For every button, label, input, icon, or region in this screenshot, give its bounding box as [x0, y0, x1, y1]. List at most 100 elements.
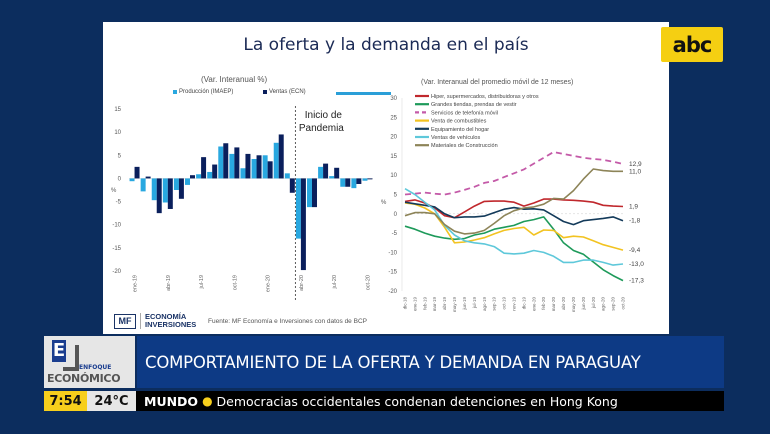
x-tick-label: jun-20 — [581, 297, 586, 311]
x-tick-label: abr-20 — [299, 275, 305, 291]
x-tick-label: may-20 — [571, 297, 576, 313]
x-tick-label: abr-20 — [561, 297, 566, 311]
x-tick-label: abr-19 — [442, 297, 447, 311]
bar-ventas — [156, 178, 162, 214]
series-end-label: 11,0 — [629, 168, 642, 175]
x-tick-label: oct-20 — [365, 275, 371, 290]
headline-text: COMPORTAMIENTO DE LA OFERTA Y DEMANDA EN… — [145, 352, 641, 372]
bar-produccion — [185, 178, 190, 185]
x-tick-label: mar-20 — [551, 297, 556, 312]
show-logo-enfoque-economico: E ENFOQUE ECONÓMICO — [44, 336, 135, 388]
bar-ventas — [234, 147, 240, 179]
series-end-label: 12,9 — [629, 161, 642, 168]
bar-ventas — [256, 155, 262, 179]
line-series-3 — [404, 202, 624, 251]
y-tick-label: 5 — [118, 153, 122, 159]
y-axis-label: % — [111, 188, 117, 194]
line-series-0 — [404, 198, 624, 219]
bar-produccion — [129, 178, 135, 182]
x-tick-label: sep-20 — [611, 297, 616, 311]
x-tick-label: ago-19 — [482, 297, 487, 312]
bar-ventas — [345, 178, 351, 187]
x-tick-label: feb-19 — [422, 297, 427, 310]
y-tick-label: 10 — [114, 130, 121, 136]
y-tick-label: -10 — [112, 223, 121, 229]
bar-ventas — [190, 175, 195, 179]
bar-legend-ventas: Ventas (ECN) — [263, 89, 306, 95]
y-tick-label: -15 — [388, 270, 397, 276]
bar-ventas — [178, 178, 184, 199]
pandemic-annotation-line1: Inicio de — [305, 110, 343, 121]
mf-logo-box: MF — [114, 313, 136, 329]
lower-third: E ENFOQUE ECONÓMICO COMPORTAMIENTO DE LA… — [44, 336, 724, 388]
bar-chart-title: (Var. Interanual %) — [201, 75, 268, 84]
line-series-1 — [404, 216, 624, 282]
mf-logo-line1: ECONOMÍA — [145, 312, 187, 321]
headline-bar: COMPORTAMIENTO DE LA OFERTA Y DEMANDA EN… — [137, 336, 724, 388]
bar-produccion — [251, 158, 257, 179]
bar-ventas — [312, 178, 317, 208]
slide-title: La oferta y la demanda en el país — [243, 35, 529, 55]
y-tick-label: -5 — [116, 200, 122, 206]
ticker-text: Democracias occidentales condenan detenc… — [216, 393, 618, 409]
y-tick-label: 0 — [118, 176, 122, 182]
abc-channel-logo: abc — [661, 27, 723, 62]
bar-produccion — [307, 178, 312, 208]
y-tick-label: -5 — [392, 231, 398, 237]
bar-produccion — [340, 178, 346, 187]
y-tick-label: 25 — [390, 115, 397, 121]
legend-label: Ventas (ECN) — [269, 89, 306, 95]
x-tick-label: ene-19 — [133, 275, 139, 292]
bar-produccion — [295, 178, 301, 239]
y-tick-label: 15 — [114, 107, 121, 113]
bar-ventas — [212, 164, 218, 179]
y-tick-label: 0 — [394, 212, 398, 218]
x-tick-label: jul-20 — [332, 275, 338, 289]
line-series-4 — [404, 201, 624, 226]
line-series-5 — [404, 188, 624, 266]
y-tick-label: -10 — [388, 250, 397, 256]
bar-produccion — [362, 178, 368, 181]
x-tick-label: jun-19 — [462, 297, 467, 311]
x-tick-label: ago-20 — [601, 297, 606, 312]
x-tick-label: oct-19 — [502, 297, 507, 310]
legend-label: Ventas de vehículos — [431, 135, 480, 141]
bar-ventas — [223, 143, 229, 179]
bar-produccion — [273, 142, 279, 179]
bar-produccion — [162, 178, 168, 203]
bar-ventas — [145, 176, 151, 179]
x-tick-label: oct-19 — [232, 275, 238, 290]
show-logo-e-icon: E — [52, 340, 66, 362]
y-tick-label: 10 — [390, 173, 397, 179]
bar-produccion — [351, 178, 357, 189]
y-tick-label: 15 — [390, 154, 397, 160]
clock: 7:54 — [44, 391, 87, 411]
mf-logo-line2: INVERSIONES — [145, 320, 197, 329]
legend-swatch-produccion — [173, 90, 177, 94]
abc-logo-text: abc — [672, 32, 713, 57]
bar-produccion — [262, 155, 268, 179]
x-tick-label: ene-19 — [412, 297, 417, 312]
temperature: 24°C — [87, 391, 136, 411]
legend-swatch-ventas — [263, 90, 267, 94]
x-tick-label: oct-20 — [621, 297, 626, 310]
bar-ventas — [323, 163, 329, 179]
show-name-top: ENFOQUE — [79, 364, 112, 371]
x-tick-label: abr-19 — [166, 275, 172, 291]
series-end-label: -13,0 — [629, 261, 644, 268]
news-ticker: 7:54 24°C MUNDO ● Democracias occidental… — [44, 391, 724, 411]
y-tick-label: -20 — [112, 269, 121, 275]
show-logo-bracket-icon — [63, 345, 79, 371]
bar-produccion — [329, 176, 335, 179]
legend-label: Equipamiento del hogar — [431, 127, 489, 133]
bar-produccion — [318, 166, 324, 179]
series-end-label: -1,8 — [629, 218, 641, 225]
line-chart: 30 25 20 15 10 5 0 -5 -10 -15 -20% dic-18 ene-19 feb-… — [381, 94, 644, 313]
x-tick-label: ene-20 — [531, 297, 536, 312]
x-tick-label: dic-19 — [521, 297, 526, 310]
y-tick-label: 30 — [390, 96, 397, 102]
series-end-label: -17,3 — [629, 278, 644, 285]
y-tick-label: -20 — [388, 289, 397, 295]
presentation-slide: La oferta y la demanda en el país (Var. … — [103, 22, 669, 334]
x-tick-label: jul-19 — [472, 297, 477, 310]
